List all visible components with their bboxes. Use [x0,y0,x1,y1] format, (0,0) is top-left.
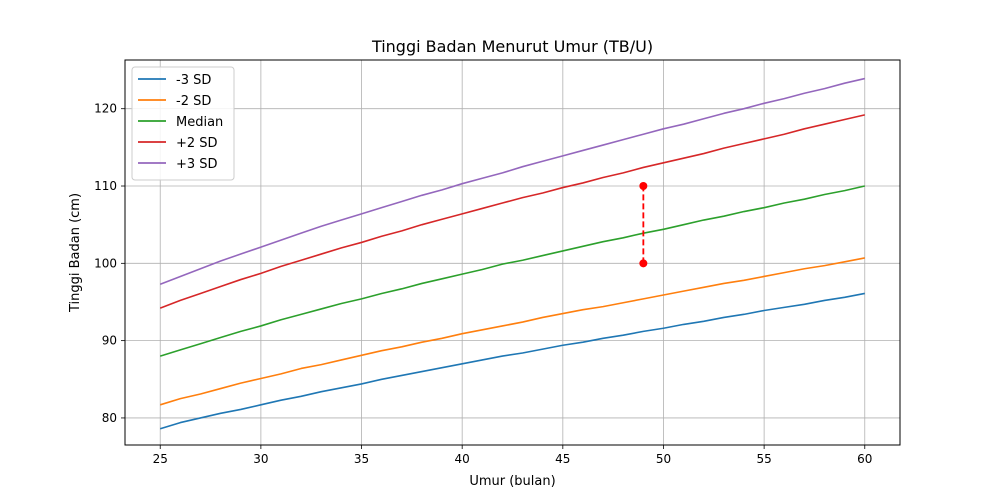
y-tick-label: 90 [102,334,117,348]
x-tick-label: 35 [354,452,369,466]
annotation [639,182,648,268]
series-line-1 [159,257,865,406]
y-tick-label: 110 [94,179,117,193]
y-tick-label: 120 [94,102,117,116]
grid [125,60,900,445]
x-tick-label: 45 [555,452,570,466]
y-axis-label: Tinggi Badan (cm) [68,193,83,313]
x-tick-label: 40 [455,452,470,466]
legend-label-1: -2 SD [176,94,211,109]
chart-title: Tinggi Badan Menurut Umur (TB/U) [371,37,653,56]
legend-box [131,66,235,181]
annotation-point-upper [639,182,648,191]
series-lines [159,77,865,430]
x-axis-ticks: 25 30 35 40 45 50 55 60 [153,445,872,466]
legend-label-2: Median [176,115,223,130]
series-line-2 [159,185,865,357]
series-line-3 [159,114,865,309]
y-axis-ticks: 80 90 100 110 120 [94,102,125,425]
x-tick-label: 50 [656,452,671,466]
x-tick-label: 60 [857,452,872,466]
legend: -3 SD -2 SD Median +2 SD +3 SD [131,66,235,181]
plot-area-frame [124,59,901,446]
y-tick-label: 100 [94,256,117,270]
x-tick-label: 55 [756,452,771,466]
annotation-point-lower [639,259,648,268]
legend-label-3: +2 SD [176,136,218,151]
x-tick-label: 30 [253,452,268,466]
legend-label-0: -3 SD [176,73,211,88]
y-tick-label: 80 [102,411,117,425]
legend-label-4: +3 SD [176,157,218,172]
x-tick-label: 25 [153,452,168,466]
series-line-4 [159,77,865,285]
series-line-0 [159,292,865,430]
x-axis-label: Umur (bulan) [469,474,555,489]
